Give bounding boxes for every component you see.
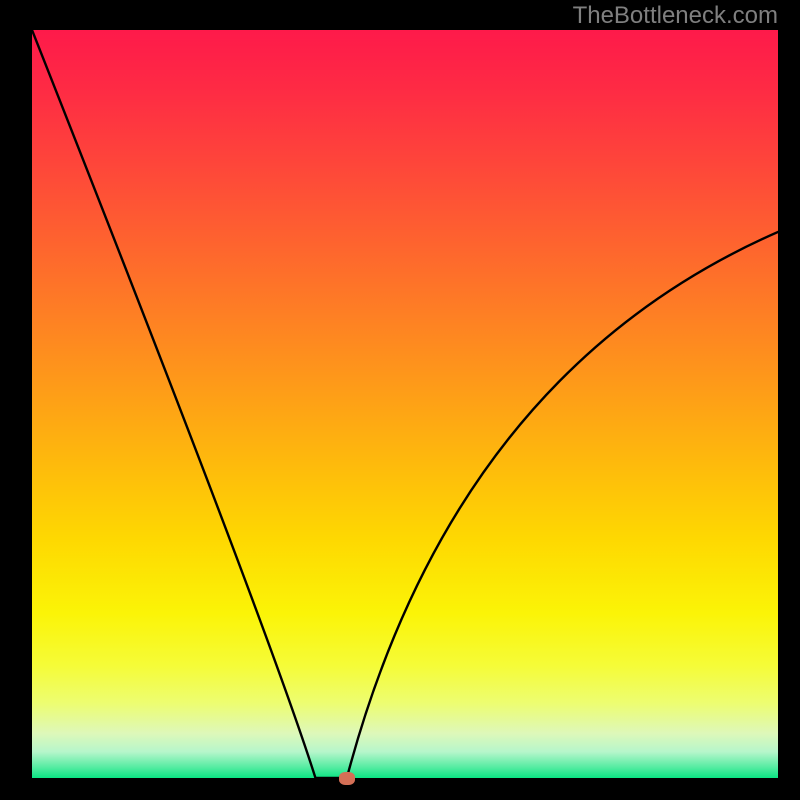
frame-left <box>0 0 32 800</box>
frame-right <box>778 0 800 800</box>
optimal-point-marker <box>339 772 355 785</box>
watermark-text: TheBottleneck.com <box>573 2 778 30</box>
curve-layer <box>32 30 778 778</box>
bottleneck-curve <box>32 30 778 778</box>
frame-bottom <box>0 778 800 800</box>
